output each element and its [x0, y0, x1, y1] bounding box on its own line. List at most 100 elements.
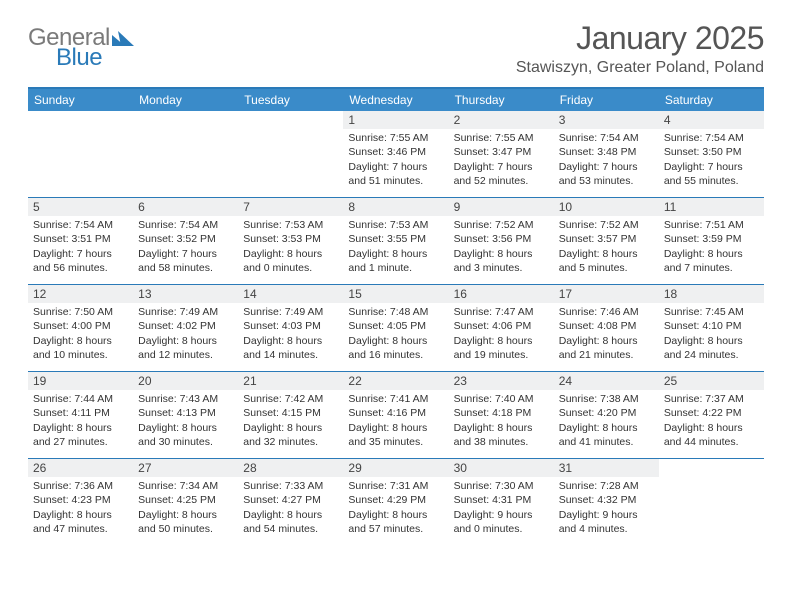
- sunrise-line: Sunrise: 7:40 AM: [454, 392, 549, 406]
- day-number: [133, 111, 238, 129]
- calendar-row: 1 Sunrise: 7:55 AMSunset: 3:46 PM Daylight…: [28, 111, 764, 198]
- sunset-line: Sunset: 3:46 PM: [348, 145, 443, 159]
- day-label: Sunday: [28, 89, 133, 111]
- daylight-line: Daylight: 8 hours and 3 minutes.: [454, 247, 549, 275]
- daylight-line: Daylight: 7 hours and 58 minutes.: [138, 247, 233, 275]
- day-cell: 31Sunrise: 7:28 AMSunset: 4:32 PMDayligh…: [554, 459, 659, 545]
- calendar: Sunday Monday Tuesday Wednesday Thursday…: [28, 87, 764, 545]
- daylight-line: Daylight: 8 hours and 44 minutes.: [664, 421, 759, 449]
- day-cell: 5Sunrise: 7:54 AMSunset: 3:51 PMDaylight…: [28, 198, 133, 284]
- calendar-body: 1 Sunrise: 7:55 AMSunset: 3:46 PM Daylight…: [28, 111, 764, 545]
- day-cell: 20Sunrise: 7:43 AMSunset: 4:13 PMDayligh…: [133, 372, 238, 458]
- sunrise-line: Sunrise: 7:54 AM: [664, 131, 759, 145]
- daylight-line: Daylight: 8 hours and 54 minutes.: [243, 508, 338, 536]
- day-label: Saturday: [659, 89, 764, 111]
- day-number: 5: [28, 198, 133, 216]
- day-cell: 22Sunrise: 7:41 AMSunset: 4:16 PMDayligh…: [343, 372, 448, 458]
- empty-cell: [238, 111, 343, 197]
- header: GeneralBlue January 2025 Stawiszyn, Grea…: [28, 20, 764, 77]
- brand-part2: Blue: [56, 46, 134, 70]
- empty-cell: [659, 459, 764, 545]
- day-cell: 11Sunrise: 7:51 AMSunset: 3:59 PMDayligh…: [659, 198, 764, 284]
- daylight-line: Daylight: 8 hours and 38 minutes.: [454, 421, 549, 449]
- day-cell: 12Sunrise: 7:50 AMSunset: 4:00 PMDayligh…: [28, 285, 133, 371]
- day-number: 25: [659, 372, 764, 390]
- day-number: 3: [554, 111, 659, 129]
- day-number: 26: [28, 459, 133, 477]
- calendar-row: 19Sunrise: 7:44 AMSunset: 4:11 PMDayligh…: [28, 372, 764, 459]
- sunset-line: Sunset: 3:51 PM: [33, 232, 128, 246]
- day-cell: 15Sunrise: 7:48 AMSunset: 4:05 PMDayligh…: [343, 285, 448, 371]
- sunrise-line: Sunrise: 7:54 AM: [33, 218, 128, 232]
- day-cell: 7Sunrise: 7:53 AMSunset: 3:53 PMDaylight…: [238, 198, 343, 284]
- day-cell: 6Sunrise: 7:54 AMSunset: 3:52 PMDaylight…: [133, 198, 238, 284]
- sunset-line: Sunset: 4:06 PM: [454, 319, 549, 333]
- day-cell: 26 Sunrise: 7:36 AMSunset: 4:23 PMDayligh…: [28, 459, 133, 545]
- daylight-line: Daylight: 8 hours and 41 minutes.: [559, 421, 654, 449]
- day-cell: 4Sunrise: 7:54 AMSunset: 3:50 PMDaylight…: [659, 111, 764, 197]
- day-number: 12: [28, 285, 133, 303]
- sunset-line: Sunset: 4:20 PM: [559, 406, 654, 420]
- day-cell: 13Sunrise: 7:49 AMSunset: 4:02 PMDayligh…: [133, 285, 238, 371]
- daylight-line: Daylight: 7 hours and 53 minutes.: [559, 160, 654, 188]
- sunset-line: Sunset: 4:23 PM: [33, 493, 128, 507]
- daylight-line: Daylight: 8 hours and 47 minutes.: [33, 508, 128, 536]
- daylight-line: Daylight: 8 hours and 50 minutes.: [138, 508, 233, 536]
- day-number: 31: [554, 459, 659, 477]
- day-label: Monday: [133, 89, 238, 111]
- day-cell: 2Sunrise: 7:55 AMSunset: 3:47 PMDaylight…: [449, 111, 554, 197]
- sunset-line: Sunset: 4:03 PM: [243, 319, 338, 333]
- day-cell: 14Sunrise: 7:49 AMSunset: 4:03 PMDayligh…: [238, 285, 343, 371]
- sunrise-line: Sunrise: 7:46 AM: [559, 305, 654, 319]
- sunrise-line: Sunrise: 7:48 AM: [348, 305, 443, 319]
- sunset-line: Sunset: 4:27 PM: [243, 493, 338, 507]
- brand-logo: GeneralBlue: [28, 26, 134, 70]
- day-cell: 28Sunrise: 7:33 AMSunset: 4:27 PMDayligh…: [238, 459, 343, 545]
- sunset-line: Sunset: 3:53 PM: [243, 232, 338, 246]
- sunrise-line: Sunrise: 7:43 AM: [138, 392, 233, 406]
- day-number: 13: [133, 285, 238, 303]
- location-text: Stawiszyn, Greater Poland, Poland: [516, 59, 764, 77]
- sunset-line: Sunset: 4:13 PM: [138, 406, 233, 420]
- sunrise-line: Sunrise: 7:50 AM: [33, 305, 128, 319]
- day-cell: 3Sunrise: 7:54 AMSunset: 3:48 PMDaylight…: [554, 111, 659, 197]
- sunset-line: Sunset: 4:10 PM: [664, 319, 759, 333]
- day-number: 6: [133, 198, 238, 216]
- daylight-line: Daylight: 8 hours and 24 minutes.: [664, 334, 759, 362]
- day-number: 19: [28, 372, 133, 390]
- sunrise-line: Sunrise: 7:53 AM: [243, 218, 338, 232]
- sunset-line: Sunset: 4:16 PM: [348, 406, 443, 420]
- sunset-line: Sunset: 3:59 PM: [664, 232, 759, 246]
- sunrise-line: Sunrise: 7:47 AM: [454, 305, 549, 319]
- day-cell: 8Sunrise: 7:53 AMSunset: 3:55 PMDaylight…: [343, 198, 448, 284]
- sunrise-line: Sunrise: 7:54 AM: [559, 131, 654, 145]
- sunset-line: Sunset: 3:47 PM: [454, 145, 549, 159]
- sunrise-line: Sunrise: 7:52 AM: [454, 218, 549, 232]
- day-number: 17: [554, 285, 659, 303]
- day-label: Friday: [554, 89, 659, 111]
- sunrise-line: Sunrise: 7:37 AM: [664, 392, 759, 406]
- sunrise-line: Sunrise: 7:45 AM: [664, 305, 759, 319]
- sunset-line: Sunset: 4:00 PM: [33, 319, 128, 333]
- calendar-row: 12 Sunrise: 7:50 AMSunset: 4:00 PM Dayligh…: [28, 285, 764, 372]
- sunrise-line: Sunrise: 7:44 AM: [33, 392, 128, 406]
- sunrise-line: Sunrise: 7:51 AM: [664, 218, 759, 232]
- sunrise-line: Sunrise: 7:36 AM: [33, 479, 128, 493]
- sunrise-line: Sunrise: 7:52 AM: [559, 218, 654, 232]
- sunrise-line: Sunrise: 7:34 AM: [138, 479, 233, 493]
- calendar-row: 5 Sunrise: 7:54 AMSunset: 3:51 PM Daylight…: [28, 198, 764, 285]
- daylight-line: Daylight: 8 hours and 21 minutes.: [559, 334, 654, 362]
- day-cell: 30Sunrise: 7:30 AMSunset: 4:31 PMDayligh…: [449, 459, 554, 545]
- day-number: 11: [659, 198, 764, 216]
- sunset-line: Sunset: 4:32 PM: [559, 493, 654, 507]
- daylight-line: Daylight: 8 hours and 32 minutes.: [243, 421, 338, 449]
- sunset-line: Sunset: 4:31 PM: [454, 493, 549, 507]
- day-number: 29: [343, 459, 448, 477]
- sunrise-line: Sunrise: 7:42 AM: [243, 392, 338, 406]
- day-cell: 21Sunrise: 7:42 AMSunset: 4:15 PMDayligh…: [238, 372, 343, 458]
- daylight-line: Daylight: 8 hours and 1 minute.: [348, 247, 443, 275]
- day-cell: 19Sunrise: 7:44 AMSunset: 4:11 PMDayligh…: [28, 372, 133, 458]
- day-cell: 24Sunrise: 7:38 AMSunset: 4:20 PMDayligh…: [554, 372, 659, 458]
- day-number: 1: [343, 111, 448, 129]
- sunrise-line: Sunrise: 7:55 AM: [348, 131, 443, 145]
